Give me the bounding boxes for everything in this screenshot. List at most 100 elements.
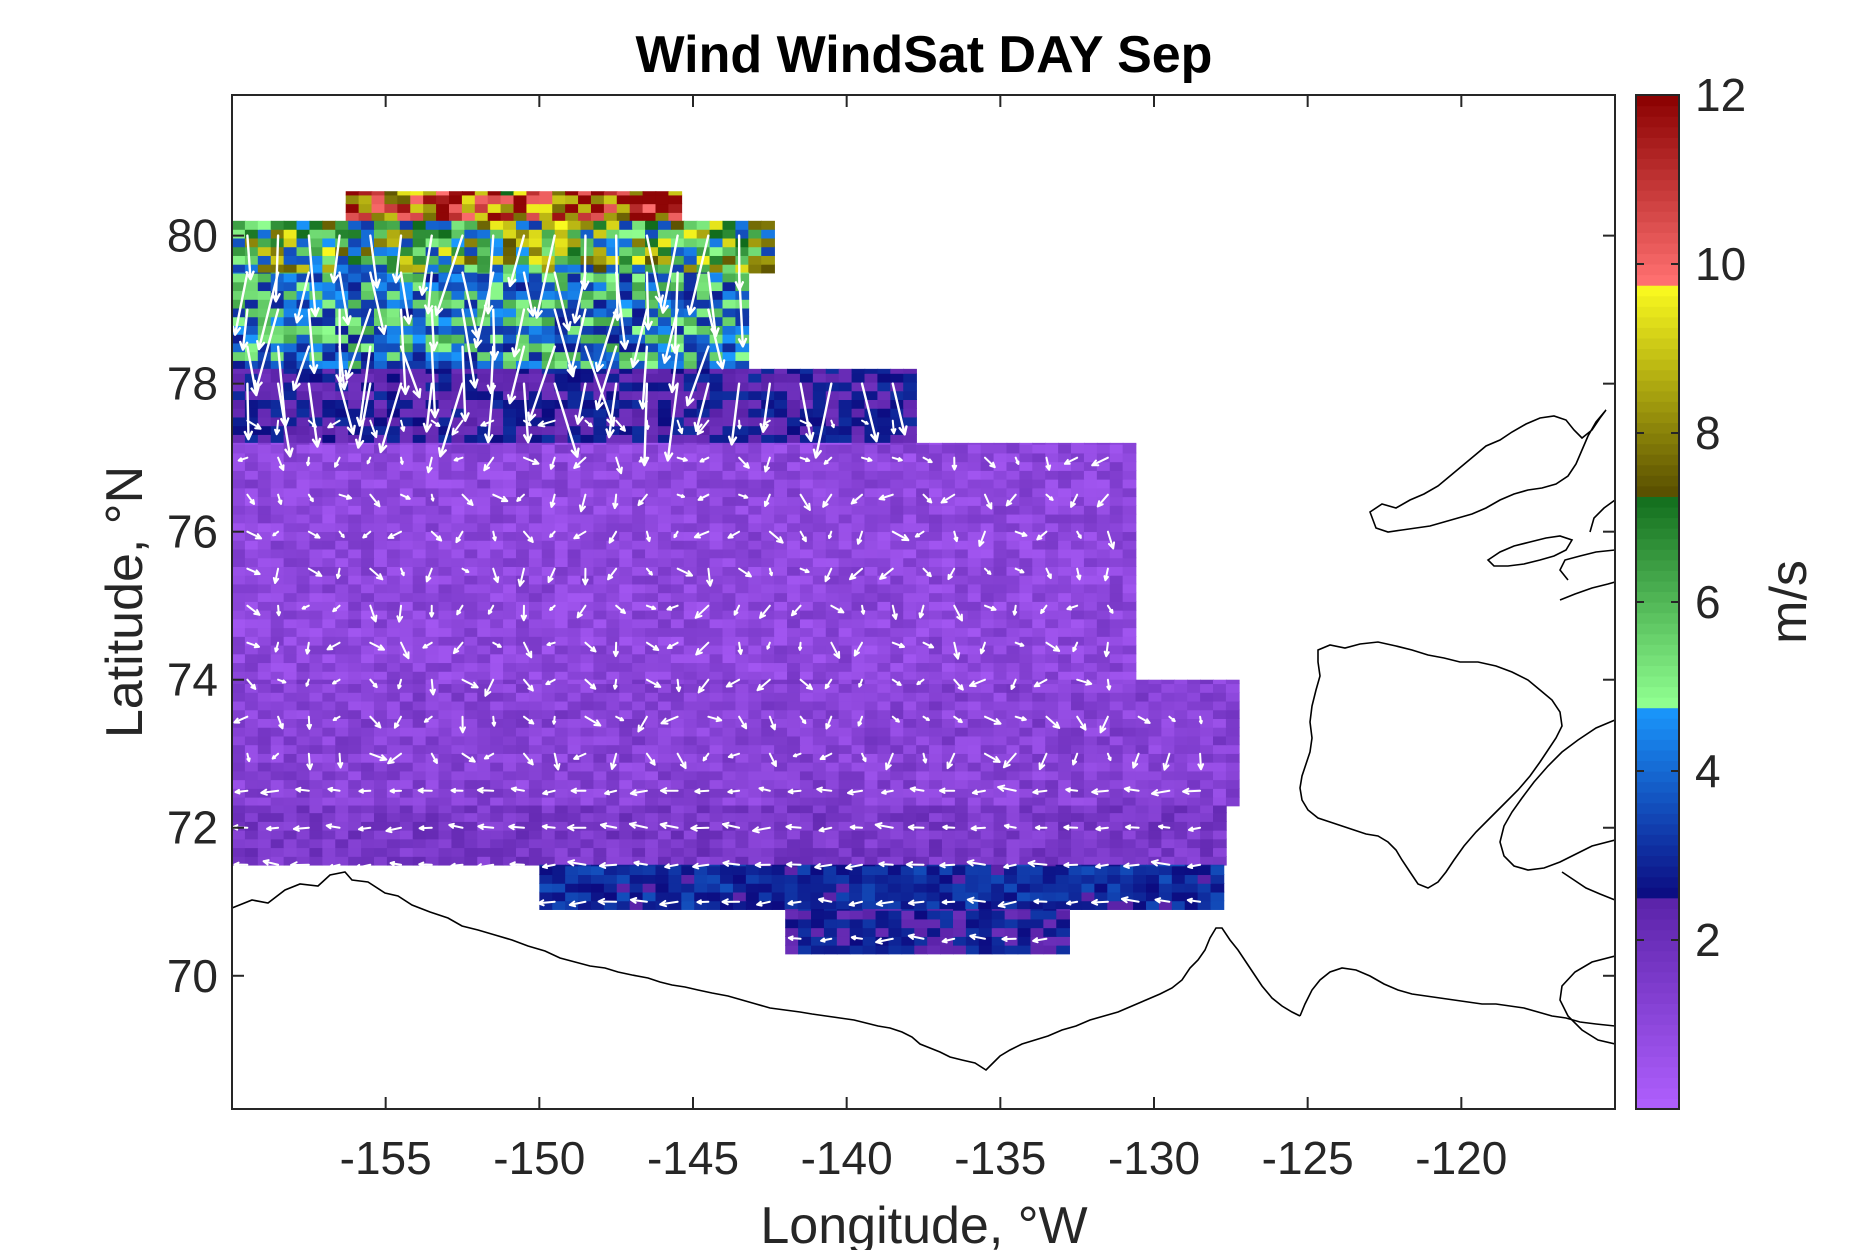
field-cell: [787, 557, 801, 567]
field-cell: [438, 272, 453, 274]
field-cell: [296, 592, 311, 602]
field-cell: [903, 452, 917, 463]
field-cell: [554, 342, 569, 353]
field-cell: [257, 805, 272, 814]
field-cell: [322, 761, 337, 772]
field-cell: [1096, 726, 1111, 737]
field-cell: [425, 442, 440, 445]
field-cell: [735, 548, 750, 559]
field-cell: [787, 601, 801, 611]
field-cell: [270, 390, 285, 400]
field-cell: [412, 847, 427, 857]
field-cell: [980, 726, 995, 737]
field-cell: [722, 779, 737, 789]
field-cell: [980, 478, 995, 489]
field-cell: [464, 522, 479, 533]
field-cell: [993, 653, 1008, 664]
field-cell: [399, 505, 414, 515]
field-cell: [232, 513, 246, 524]
field-cell: [799, 505, 814, 515]
field-cell: [580, 592, 595, 602]
field-cell: [709, 609, 724, 620]
field-cell: [270, 692, 285, 702]
field-cell: [412, 513, 427, 524]
field-cell: [709, 416, 724, 427]
field-cell: [670, 531, 685, 541]
field-cell: [322, 709, 337, 720]
field-cell: [890, 709, 905, 720]
field-cell: [503, 390, 517, 400]
field-cell: [461, 194, 476, 205]
field-cell: [412, 662, 427, 672]
field-cell: [1058, 829, 1072, 840]
field-cell: [567, 574, 582, 585]
field-cell: [270, 735, 285, 746]
field-cell: [438, 718, 453, 728]
field-cell: [1200, 735, 1214, 746]
field-cell: [515, 770, 530, 781]
field-cell: [1122, 566, 1137, 576]
field-cell: [683, 679, 698, 685]
field-cell: [451, 788, 466, 798]
field-cell: [851, 735, 866, 746]
field-cell: [903, 557, 917, 567]
field-cell: [1213, 788, 1227, 798]
field-cell: [515, 583, 530, 594]
field-cell: [1187, 761, 1201, 772]
field-cell: [412, 679, 427, 685]
field-cell: [864, 425, 879, 435]
field-cell: [1019, 583, 1034, 594]
field-cell: [361, 290, 375, 300]
field-cell: [438, 513, 453, 524]
field-cell: [864, 407, 879, 418]
field-cell: [1109, 788, 1124, 798]
field-cell: [361, 618, 375, 629]
field-cell: [668, 194, 683, 205]
field-cell: [694, 900, 708, 910]
field-cell: [567, 592, 582, 602]
field-cell: [967, 700, 982, 711]
field-cell: [709, 644, 724, 655]
field-cell: [567, 583, 582, 594]
field-cell: [541, 407, 556, 418]
field-cell: [1213, 805, 1227, 814]
field-cell: [657, 683, 672, 693]
field-cell: [257, 557, 272, 567]
field-cell: [257, 718, 272, 728]
field-cell: [451, 272, 466, 283]
field-cell: [980, 653, 995, 664]
field-cell: [787, 539, 801, 550]
field-cell: [412, 470, 427, 480]
field-cell: [954, 452, 969, 463]
field-cell: [541, 381, 556, 392]
field-cell: [877, 812, 892, 822]
field-cell: [657, 829, 672, 840]
field-cell: [903, 805, 917, 814]
field-cell: [787, 505, 801, 515]
field-cell: [283, 566, 298, 576]
field-cell: [580, 700, 595, 711]
field-cell: [451, 372, 466, 383]
field-cell: [283, 522, 298, 533]
field-cell: [696, 821, 711, 831]
field-cell: [232, 407, 246, 418]
field-cell: [232, 627, 246, 637]
field-cell: [578, 212, 592, 222]
field-cell: [683, 636, 698, 646]
field-cell: [774, 670, 788, 681]
field-cell: [515, 452, 530, 463]
field-cell: [296, 718, 311, 728]
field-cell: [345, 212, 360, 222]
field-cell: [864, 566, 879, 576]
field-cell: [838, 653, 853, 664]
field-cell: [851, 487, 866, 498]
field-cell: [1032, 470, 1047, 480]
field-cell: [722, 513, 737, 524]
field-cell: [567, 470, 582, 480]
field-cell: [257, 574, 272, 585]
field-cell: [309, 539, 324, 550]
field-cell: [232, 557, 246, 567]
field-cell: [1083, 821, 1098, 831]
field-cell: [399, 425, 414, 435]
field-cell: [683, 653, 698, 664]
